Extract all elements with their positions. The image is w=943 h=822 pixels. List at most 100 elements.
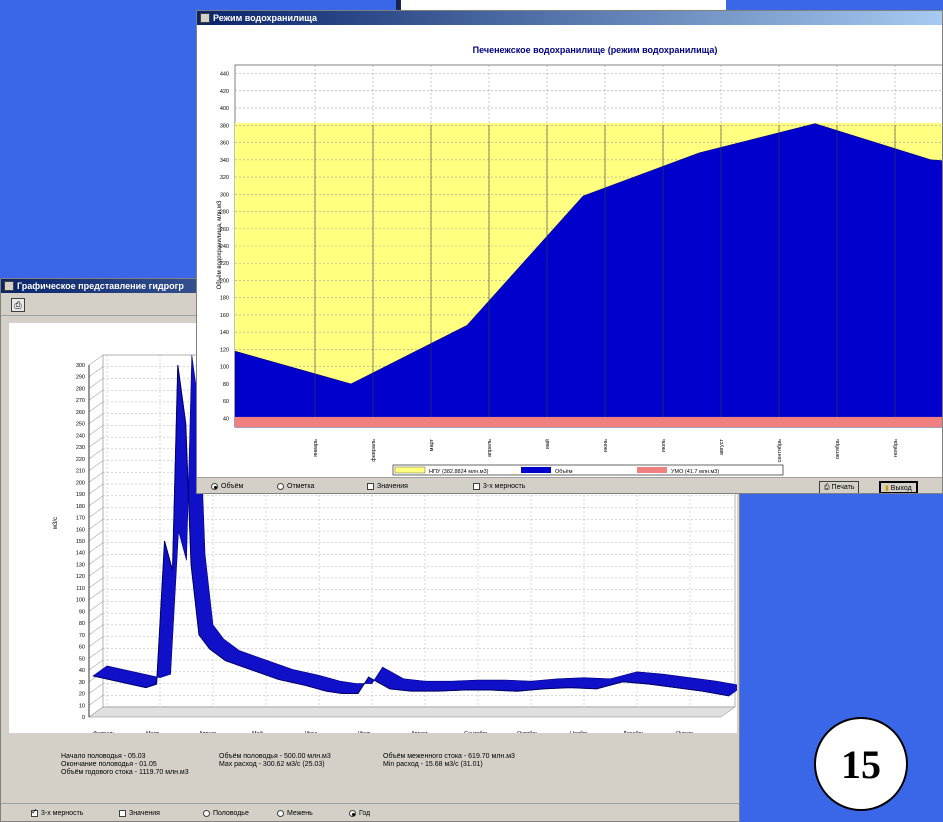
y-tick-label: 50 bbox=[79, 656, 85, 662]
y-tick-label: 180 bbox=[76, 504, 85, 510]
y-tick-mark bbox=[88, 589, 104, 600]
y-tick-label: 220 bbox=[76, 457, 85, 463]
y-tick-label: 180 bbox=[220, 296, 229, 302]
x-tick-label: июль bbox=[661, 439, 667, 452]
y-tick-label: 120 bbox=[220, 347, 229, 353]
reservoir-title: Режим водохранилища bbox=[213, 13, 317, 23]
radio-volume[interactable] bbox=[211, 483, 218, 490]
y-tick-label: 440 bbox=[220, 72, 229, 78]
printer-icon[interactable]: ⎙ bbox=[11, 298, 25, 312]
y-tick-label: 280 bbox=[76, 386, 85, 392]
x-tick-label: Октябрь bbox=[517, 731, 538, 733]
checkbox-values[interactable] bbox=[119, 810, 126, 817]
option-level[interactable]: Отметка bbox=[277, 483, 314, 490]
option-year[interactable]: Год bbox=[349, 810, 370, 817]
x-tick-label: Декабрь bbox=[623, 731, 645, 733]
x-tick-label: Апрель bbox=[199, 731, 218, 733]
option-3d-res-label: 3-х мерность bbox=[483, 483, 526, 490]
y-tick-label: 100 bbox=[220, 365, 229, 371]
y-tick-mark bbox=[88, 683, 104, 694]
x-tick-label: июнь bbox=[603, 439, 609, 452]
exit-button[interactable]: ▮ Выход bbox=[879, 481, 918, 493]
app-icon bbox=[200, 13, 210, 23]
y-tick-label: 300 bbox=[76, 363, 85, 369]
y-tick-label: 320 bbox=[220, 175, 229, 181]
y-tick-mark bbox=[88, 472, 104, 483]
stat-flood-start: Начало половодья - 05.03 bbox=[61, 753, 146, 760]
y-tick-mark bbox=[88, 601, 104, 612]
radio-year[interactable] bbox=[349, 810, 356, 817]
option-flood[interactable]: Половодье bbox=[203, 810, 249, 817]
print-button[interactable]: ⎙ Печать bbox=[819, 481, 860, 493]
option-3d-label: 3-х мерность bbox=[41, 810, 84, 817]
x-tick-label: Июнь bbox=[305, 731, 319, 733]
option-volume[interactable]: Объём bbox=[211, 483, 243, 490]
y-tick-label: 10 bbox=[79, 703, 85, 709]
option-values-res-label: Значения bbox=[377, 483, 408, 490]
y-tick-label: 130 bbox=[76, 562, 85, 568]
x-tick-label: август bbox=[719, 439, 725, 455]
y-tick-mark bbox=[88, 354, 104, 366]
y-tick-label: 70 bbox=[79, 633, 85, 639]
flow-series-line bbox=[92, 364, 730, 697]
y-tick-label: 360 bbox=[220, 141, 229, 147]
y-tick-mark bbox=[88, 413, 104, 424]
x-tick-label: Январь bbox=[676, 731, 695, 733]
stat-min-flow: Min расход - 15.68 м3/с (31.01) bbox=[383, 761, 483, 768]
y-tick-label: 170 bbox=[76, 516, 85, 522]
y-tick-label: 160 bbox=[220, 313, 229, 319]
option-volume-label: Объём bbox=[221, 483, 244, 490]
y-tick-label: 100 bbox=[76, 598, 85, 604]
y-tick-label: 210 bbox=[76, 469, 85, 475]
option-values-res[interactable]: Значения bbox=[367, 483, 408, 490]
umo-band bbox=[235, 416, 942, 427]
reservoir-titlebar[interactable]: Режим водохранилища bbox=[197, 11, 942, 25]
reservoir-chart: Печенежское водохранилище (режим водохра… bbox=[197, 25, 942, 477]
y-tick-label: 380 bbox=[220, 123, 229, 129]
legend-box bbox=[392, 464, 784, 476]
y-tick-mark bbox=[88, 648, 104, 659]
y-tick-mark bbox=[88, 366, 104, 377]
checkbox-3d[interactable] bbox=[31, 807, 38, 817]
y-tick-label: 230 bbox=[76, 445, 85, 451]
app-icon bbox=[4, 281, 14, 291]
legend-label-umo: УМО (41.7 млн.м3) bbox=[671, 469, 719, 475]
y-tick-label: 140 bbox=[220, 330, 229, 336]
y-tick-label: 40 bbox=[223, 416, 229, 422]
y-tick-label: 80 bbox=[79, 621, 85, 627]
radio-low-water[interactable] bbox=[277, 810, 284, 817]
y-tick-mark bbox=[88, 624, 104, 636]
option-flood-label: Половодье bbox=[213, 810, 249, 817]
y-tick-mark bbox=[88, 389, 104, 401]
radio-flood[interactable] bbox=[203, 810, 210, 817]
stat-low-volume: Объём меженного стока - 619.70 млн.м3 bbox=[383, 753, 515, 760]
y-tick-label: 20 bbox=[79, 692, 85, 698]
radio-level[interactable] bbox=[277, 483, 284, 490]
option-3d-res[interactable]: 3-х мерность bbox=[473, 483, 525, 490]
legend-swatch-volume bbox=[521, 467, 551, 473]
y-tick-label: 340 bbox=[220, 158, 229, 164]
x-tick-label: Август bbox=[411, 731, 428, 733]
option-3d[interactable]: 3-х мерность bbox=[31, 807, 84, 817]
x-tick-label: Март bbox=[146, 731, 160, 733]
option-values[interactable]: Значения bbox=[119, 810, 160, 817]
y-tick-mark bbox=[88, 436, 104, 448]
reservoir-window: Режим водохранилища Печенежское водохран… bbox=[196, 10, 943, 494]
y-axis-label: м3/с bbox=[53, 517, 59, 529]
y-tick-mark bbox=[88, 554, 104, 565]
y-tick-mark bbox=[88, 378, 104, 389]
y-tick-label: 60 bbox=[79, 645, 85, 651]
y-tick-label: 260 bbox=[76, 410, 85, 416]
y-tick-label: 220 bbox=[220, 261, 229, 267]
x-tick-label: Февраль bbox=[93, 731, 115, 733]
y-axis-label: Объём водохранилища, млн.м3 bbox=[217, 200, 223, 289]
x-tick-label: май bbox=[544, 439, 551, 449]
option-low-water[interactable]: Межень bbox=[277, 810, 313, 817]
checkbox-values-res[interactable] bbox=[367, 483, 374, 490]
x-tick-label: ноябрь bbox=[893, 439, 899, 457]
checkbox-3d-res[interactable] bbox=[473, 483, 480, 490]
y-tick-label: 30 bbox=[79, 680, 85, 686]
option-low-water-label: Межень bbox=[287, 810, 313, 817]
reservoir-options-bar: Объём Отметка Значения 3-х мерность ⎙ Пе… bbox=[197, 477, 942, 493]
x-tick-label: октябрь bbox=[835, 439, 841, 459]
